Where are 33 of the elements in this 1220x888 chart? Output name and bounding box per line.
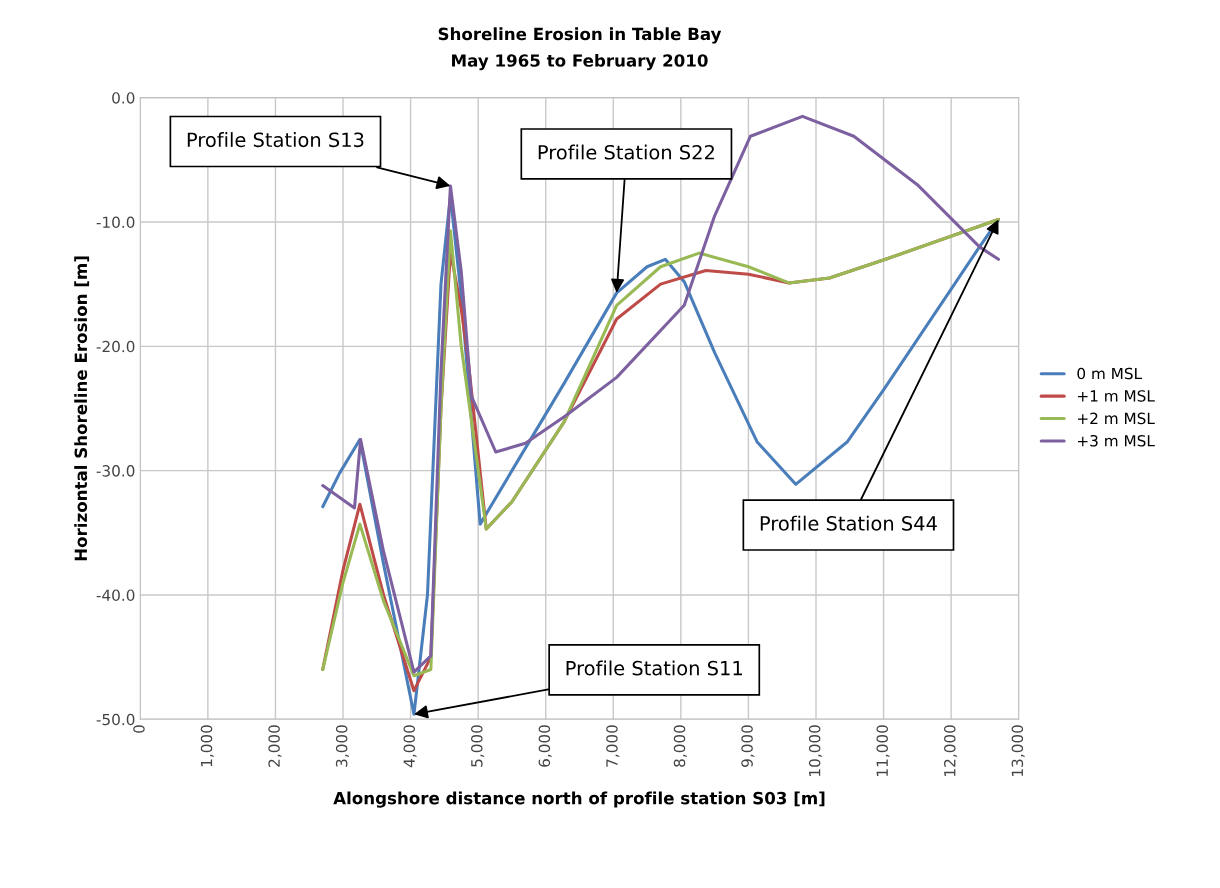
x-tick-label: 13,000 <box>1011 725 1025 776</box>
y-tick-label: 0.0 <box>112 92 135 104</box>
legend-label: +3 m MSL <box>1077 434 1155 447</box>
y-tick-label: -10.0 <box>96 216 135 229</box>
y-tick-label: -50.0 <box>96 713 135 726</box>
x-tick-label: 11,000 <box>876 725 890 776</box>
y-axis-title: Horizontal Shoreline Erosion [m] <box>74 256 90 561</box>
legend-label: +2 m MSL <box>1077 412 1155 425</box>
x-tick-label: 1,000 <box>200 725 214 767</box>
y-tick-label: -30.0 <box>96 465 135 477</box>
x-tick-label: 10,000 <box>808 725 822 776</box>
annotation: Profile Station S11 <box>566 660 742 676</box>
x-axis-title: Alongshore distance north of profile station S03 [m] <box>333 791 825 808</box>
line-series <box>321 114 1000 674</box>
x-tick-label: 5,000 <box>471 725 485 767</box>
legend-label: +1 m MSL <box>1077 390 1155 402</box>
y-tick-label: -40.0 <box>96 589 135 601</box>
x-tick-label: 3,000 <box>335 725 349 767</box>
x-tick-label: 4,000 <box>403 725 417 768</box>
chart-title: Shoreline Erosion in Table Bay <box>438 27 722 44</box>
x-tick-label: 12,000 <box>944 725 958 776</box>
x-tick-label: 0 <box>133 725 145 733</box>
x-tick-label: 7,000 <box>606 725 620 767</box>
x-tick-label: 8,000 <box>673 725 687 767</box>
legend-label: 0 m MSL <box>1077 367 1142 380</box>
annotation: Profile Station S22 <box>538 144 714 160</box>
annotation: Profile Station S44 <box>760 515 937 531</box>
x-tick-label: 2,000 <box>268 725 282 767</box>
x-tick-label: 6,000 <box>538 725 552 767</box>
x-tick-label: 9,000 <box>741 725 755 767</box>
y-tick-label: -20.0 <box>96 340 135 353</box>
annotation: Profile Station S13 <box>187 132 364 148</box>
chart-subtitle: May 1965 to February 2010 <box>452 53 708 71</box>
